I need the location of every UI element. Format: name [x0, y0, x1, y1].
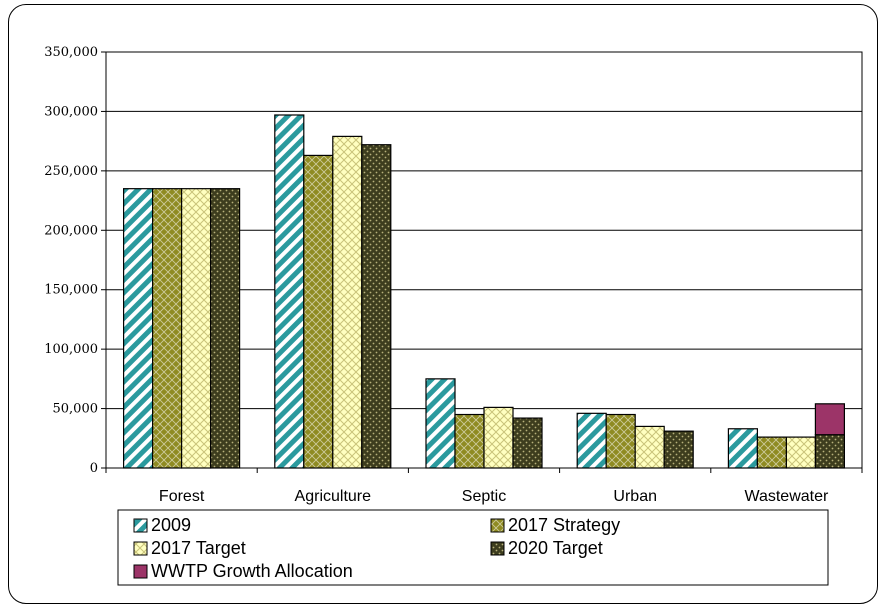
y-tick-label: 300,000	[44, 104, 98, 119]
legend-swatch	[490, 541, 505, 556]
bar-2017-strategy	[454, 413, 485, 469]
bar-2009	[274, 114, 305, 469]
legend-swatch	[133, 564, 148, 579]
legend-swatch	[490, 518, 505, 533]
legend-label: 2020 Target	[508, 538, 603, 558]
x-category-label: Urban	[613, 488, 657, 505]
y-tick-label: 0	[90, 461, 98, 476]
y-tick-label: 250,000	[44, 164, 98, 179]
bar-2017-strategy	[303, 154, 334, 469]
y-tick-label: 150,000	[44, 283, 98, 298]
bar-2020-target	[512, 417, 543, 469]
x-category-label: Wastewater	[744, 488, 829, 505]
legend-swatch	[133, 541, 148, 556]
legend-label: 2017 Target	[151, 538, 246, 558]
y-tick-label: 350,000	[44, 45, 98, 60]
x-category-label: Forest	[159, 488, 205, 505]
bar-2017-target	[181, 188, 212, 469]
legend-label: 2009	[151, 515, 191, 535]
bar-wwtp-growth-allocation	[814, 403, 846, 436]
bar-2017-strategy	[756, 436, 788, 469]
bar-2020-target	[663, 430, 694, 469]
x-category-label: Septic	[462, 488, 506, 505]
bar-2017-target	[785, 436, 817, 469]
bar-2017-strategy	[152, 188, 183, 469]
bar-2009	[122, 188, 154, 469]
x-category-label: Agriculture	[295, 488, 372, 505]
bar-2017-target	[332, 135, 363, 469]
y-tick-label: 100,000	[44, 342, 98, 357]
y-tick-label: 200,000	[44, 223, 98, 238]
legend-swatch	[133, 518, 148, 533]
legend-label: 2017 Strategy	[508, 515, 620, 535]
bar-2020-target	[361, 144, 392, 469]
legend-label: WWTP Growth Allocation	[151, 561, 353, 581]
bar-2020-target	[210, 188, 241, 469]
bar-2020-target	[814, 434, 846, 469]
legend-box	[117, 509, 829, 586]
bar-2017-target	[634, 425, 665, 469]
bar-2017-target	[483, 406, 514, 469]
bar-2017-strategy	[605, 413, 636, 469]
bar-2009	[576, 412, 607, 469]
bar-2009	[727, 428, 759, 469]
bar-2009	[425, 378, 456, 469]
y-tick-label: 50,000	[53, 402, 99, 417]
